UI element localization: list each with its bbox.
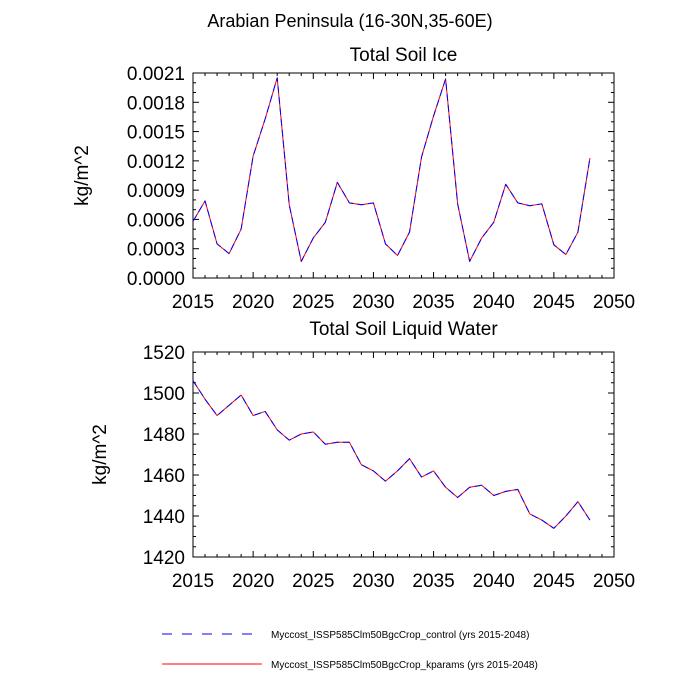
panel-title: Total Soil Liquid Water [309, 319, 498, 340]
x-tick-label: 2020 [232, 571, 274, 592]
x-tick-label: 2040 [473, 571, 515, 592]
y-axis-label: kg/m^2 [72, 145, 93, 206]
x-tick-label: 2015 [172, 292, 214, 313]
series-line-kparams [192, 380, 591, 529]
x-tick-label: 2030 [352, 571, 394, 592]
y-tick-label: 0.0021 [127, 64, 185, 85]
x-tick-label: 2025 [292, 292, 334, 313]
y-tick-label: 0.0015 [127, 123, 185, 144]
y-axis-label: kg/m^2 [90, 424, 111, 485]
legend-label-control: Myccost_ISSP585Clm50BgcCrop_control (yrs… [271, 630, 529, 641]
y-tick-label: 0.0003 [127, 240, 185, 261]
x-tick-label: 2050 [593, 571, 635, 592]
y-tick-label: 0.0000 [127, 269, 185, 290]
y-tick-label: 0.0006 [127, 210, 185, 231]
x-tick-label: 2020 [232, 292, 274, 313]
x-tick-label: 2040 [473, 292, 515, 313]
x-tick-label: 2030 [352, 292, 394, 313]
panel-total-soil-liquid-water: 2015 2020 2025 2030 2035 2040 2045 2050 1420 1440… [90, 319, 635, 592]
legend: Myccost_ISSP585Clm50BgcCrop_control (yrs… [162, 630, 538, 671]
y-tick-label: 0.0009 [127, 181, 185, 202]
x-tick-label: 2045 [533, 292, 575, 313]
x-tick-label: 2035 [412, 571, 454, 592]
y-tick-label: 1500 [143, 384, 185, 405]
x-tick-label: 2015 [172, 571, 214, 592]
x-tick-label: 2035 [412, 292, 454, 313]
y-tick-label: 1520 [143, 343, 185, 364]
y-tick-label: 1460 [143, 466, 185, 487]
legend-label-kparams: Myccost_ISSP585Clm50BgcCrop_kparams (yrs… [271, 660, 538, 671]
x-tick-label: 2050 [593, 292, 635, 313]
series-line-control [192, 77, 591, 262]
series-line-control [192, 380, 591, 529]
y-tick-label: 0.0018 [127, 93, 185, 114]
y-tick-label: 1440 [143, 507, 185, 528]
figure-title: Arabian Peninsula (16-30N,35-60E) [207, 11, 493, 31]
y-tick-label: 1480 [143, 425, 185, 446]
y-tick-label: 0.0012 [127, 152, 185, 173]
series-line-kparams [192, 77, 591, 262]
x-tick-label: 2025 [292, 571, 334, 592]
panel-total-soil-ice: 2015 2020 2025 2030 2035 2040 2045 2050 0.0000 0.… [72, 45, 635, 313]
y-tick-label: 1420 [143, 548, 185, 569]
panel-title: Total Soil Ice [350, 45, 458, 66]
x-tick-label: 2045 [533, 571, 575, 592]
plot-frame [192, 72, 615, 279]
